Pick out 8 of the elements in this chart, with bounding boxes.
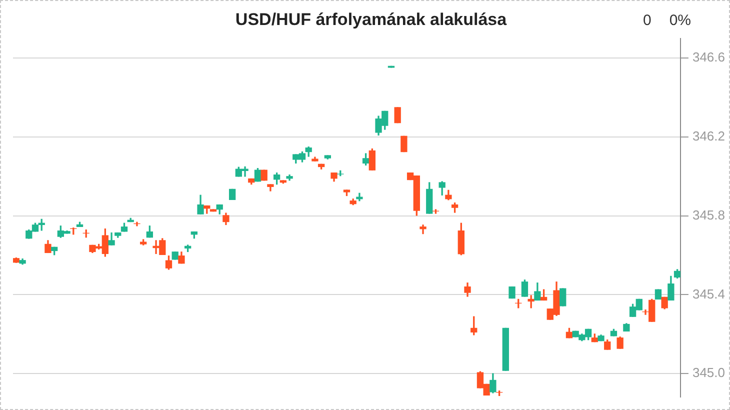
y-tick-label: 345.4 bbox=[692, 286, 726, 302]
text: 0 bbox=[642, 12, 652, 29]
y-tick-label: 345.8 bbox=[692, 207, 726, 222]
y-tick-label: 345.0 bbox=[692, 365, 726, 380]
text: 0% bbox=[669, 12, 691, 29]
y-tick-label: 346.2 bbox=[692, 128, 726, 144]
y-tick-label: 346.6 bbox=[692, 50, 726, 65]
chart-title: USD/HUF árfolyamának alakulása bbox=[235, 10, 508, 29]
